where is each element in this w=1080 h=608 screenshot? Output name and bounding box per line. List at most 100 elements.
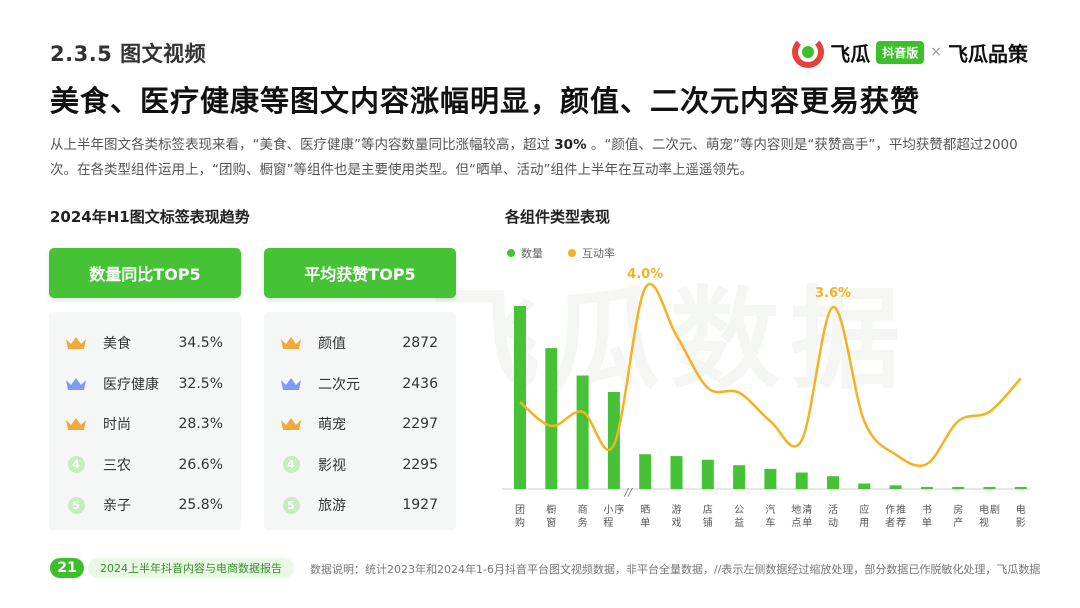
bar [983,487,996,489]
svg-text:产: 产 [953,516,963,529]
svg-text:地: 地 [791,503,801,516]
card2-row: 4 影视 2295 [280,445,438,485]
description: 从上半年图文各类标签表现来看，“美食、医疗健康”等内容数量同比涨幅较高，超过 3… [50,137,1018,178]
row-value: 32.5% [178,375,223,392]
svg-text:单: 单 [640,517,650,529]
bar [607,392,620,489]
svg-text:书: 书 [922,504,932,516]
page-headline: 美食、医疗健康等图文内容涨幅明显，颜值、二次元内容更易获赞 [50,84,921,118]
category-label: 游戏 [672,503,682,529]
row-label: 美食 [103,336,131,352]
svg-text:剧: 剧 [990,504,1000,516]
row-value: 2297 [402,416,438,432]
bar [1014,487,1027,489]
category-label: 晒单 [640,504,650,529]
brand-logo: 飞瓜 抖音版 × 飞瓜品策 [792,36,1028,68]
brand-name-1: 飞瓜 [830,41,871,66]
bar [514,306,526,489]
svg-text:购: 购 [515,516,525,529]
svg-text:荐: 荐 [896,517,906,529]
crown-icon [65,335,87,351]
crown-icon [65,376,87,392]
svg-text:清: 清 [802,503,812,516]
svg-text:应: 应 [859,503,869,516]
bar [795,472,808,489]
svg-text:作: 作 [885,504,895,516]
svg-text:序: 序 [614,503,624,516]
card2-row: 5 旅游 1927 [280,485,438,525]
brand-separator: × [930,44,942,60]
category-label: 电影 [1016,503,1026,529]
report-name: 2024上半年抖音内容与电商数据报告 [88,558,294,578]
row-value: 34.5% [178,335,223,351]
category-label: 房产 [953,503,963,529]
feigua-logo-icon [792,36,825,68]
svg-text:点: 点 [791,517,801,529]
row-label: 亲子 [103,498,131,514]
row-label: 三农 [103,457,131,474]
bar [545,348,558,489]
svg-text:视: 视 [979,516,989,529]
rank-number-icon: 4 [65,456,87,473]
row-label: 影视 [318,457,346,474]
svg-text:推: 推 [896,503,906,516]
bar [952,487,965,489]
row-value: 2295 [402,456,438,473]
legend-bar-label: 数量 [521,247,543,260]
category-label: 店铺 [703,503,713,529]
interaction-rate-line [519,283,1022,468]
category-label: 小程序 [603,503,624,529]
row-value: 26.6% [178,456,223,473]
row-label: 萌宠 [318,417,346,433]
peak-label: 4.0% [627,267,663,282]
legend-line-dot [568,249,576,257]
category-label: 电视剧 [979,503,1000,529]
bar [858,483,871,489]
rank-number-icon: 5 [280,496,302,514]
svg-text:汽: 汽 [765,503,775,516]
row-value: 28.3% [178,416,223,432]
crown-icon [280,376,302,392]
svg-text:动: 动 [828,517,838,529]
axis-break-marker: // [624,486,634,499]
legend-line-label: 互动率 [582,246,615,260]
crown-icon [65,416,87,432]
bar [639,454,652,489]
svg-text:车: 车 [765,516,775,529]
svg-text:电: 电 [1016,503,1026,516]
bar [920,487,933,489]
svg-text:者: 者 [885,517,895,529]
svg-text:单: 单 [922,517,932,529]
card1-row: 5 亲子 25.8% [65,485,223,525]
svg-text:用: 用 [859,518,869,529]
svg-text:程: 程 [603,517,613,529]
svg-text:窗: 窗 [546,516,556,529]
row-label: 二次元 [318,376,360,393]
category-label: 商务 [578,503,588,529]
svg-text:小: 小 [603,504,613,516]
row-value: 2872 [402,335,438,351]
legend-bar-dot [507,249,515,257]
svg-text:影: 影 [1016,517,1026,529]
svg-text:公: 公 [734,505,744,516]
row-label: 时尚 [103,417,131,433]
highlight-value: 30% [554,137,587,153]
category-label: 活动 [828,504,838,529]
card1-row: 时尚 28.3% [65,404,223,444]
chart-title: 各组件类型表现 [505,208,611,226]
page-number: 21 [50,558,84,578]
card2-row: 颜值 2872 [280,323,438,363]
crown-icon [280,416,302,432]
peak-label: 3.6% [815,286,851,301]
card2-header: 平均获赞TOP5 [264,248,456,298]
brand-tag: 抖音版 [876,40,925,64]
svg-text:戏: 戏 [672,517,682,529]
svg-text:团: 团 [515,504,525,516]
svg-text:电: 电 [979,503,989,516]
card2-row: 萌宠 2297 [280,404,438,444]
bar [670,456,683,489]
row-value: 25.8% [178,497,223,513]
category-label: 汽车 [765,503,775,529]
